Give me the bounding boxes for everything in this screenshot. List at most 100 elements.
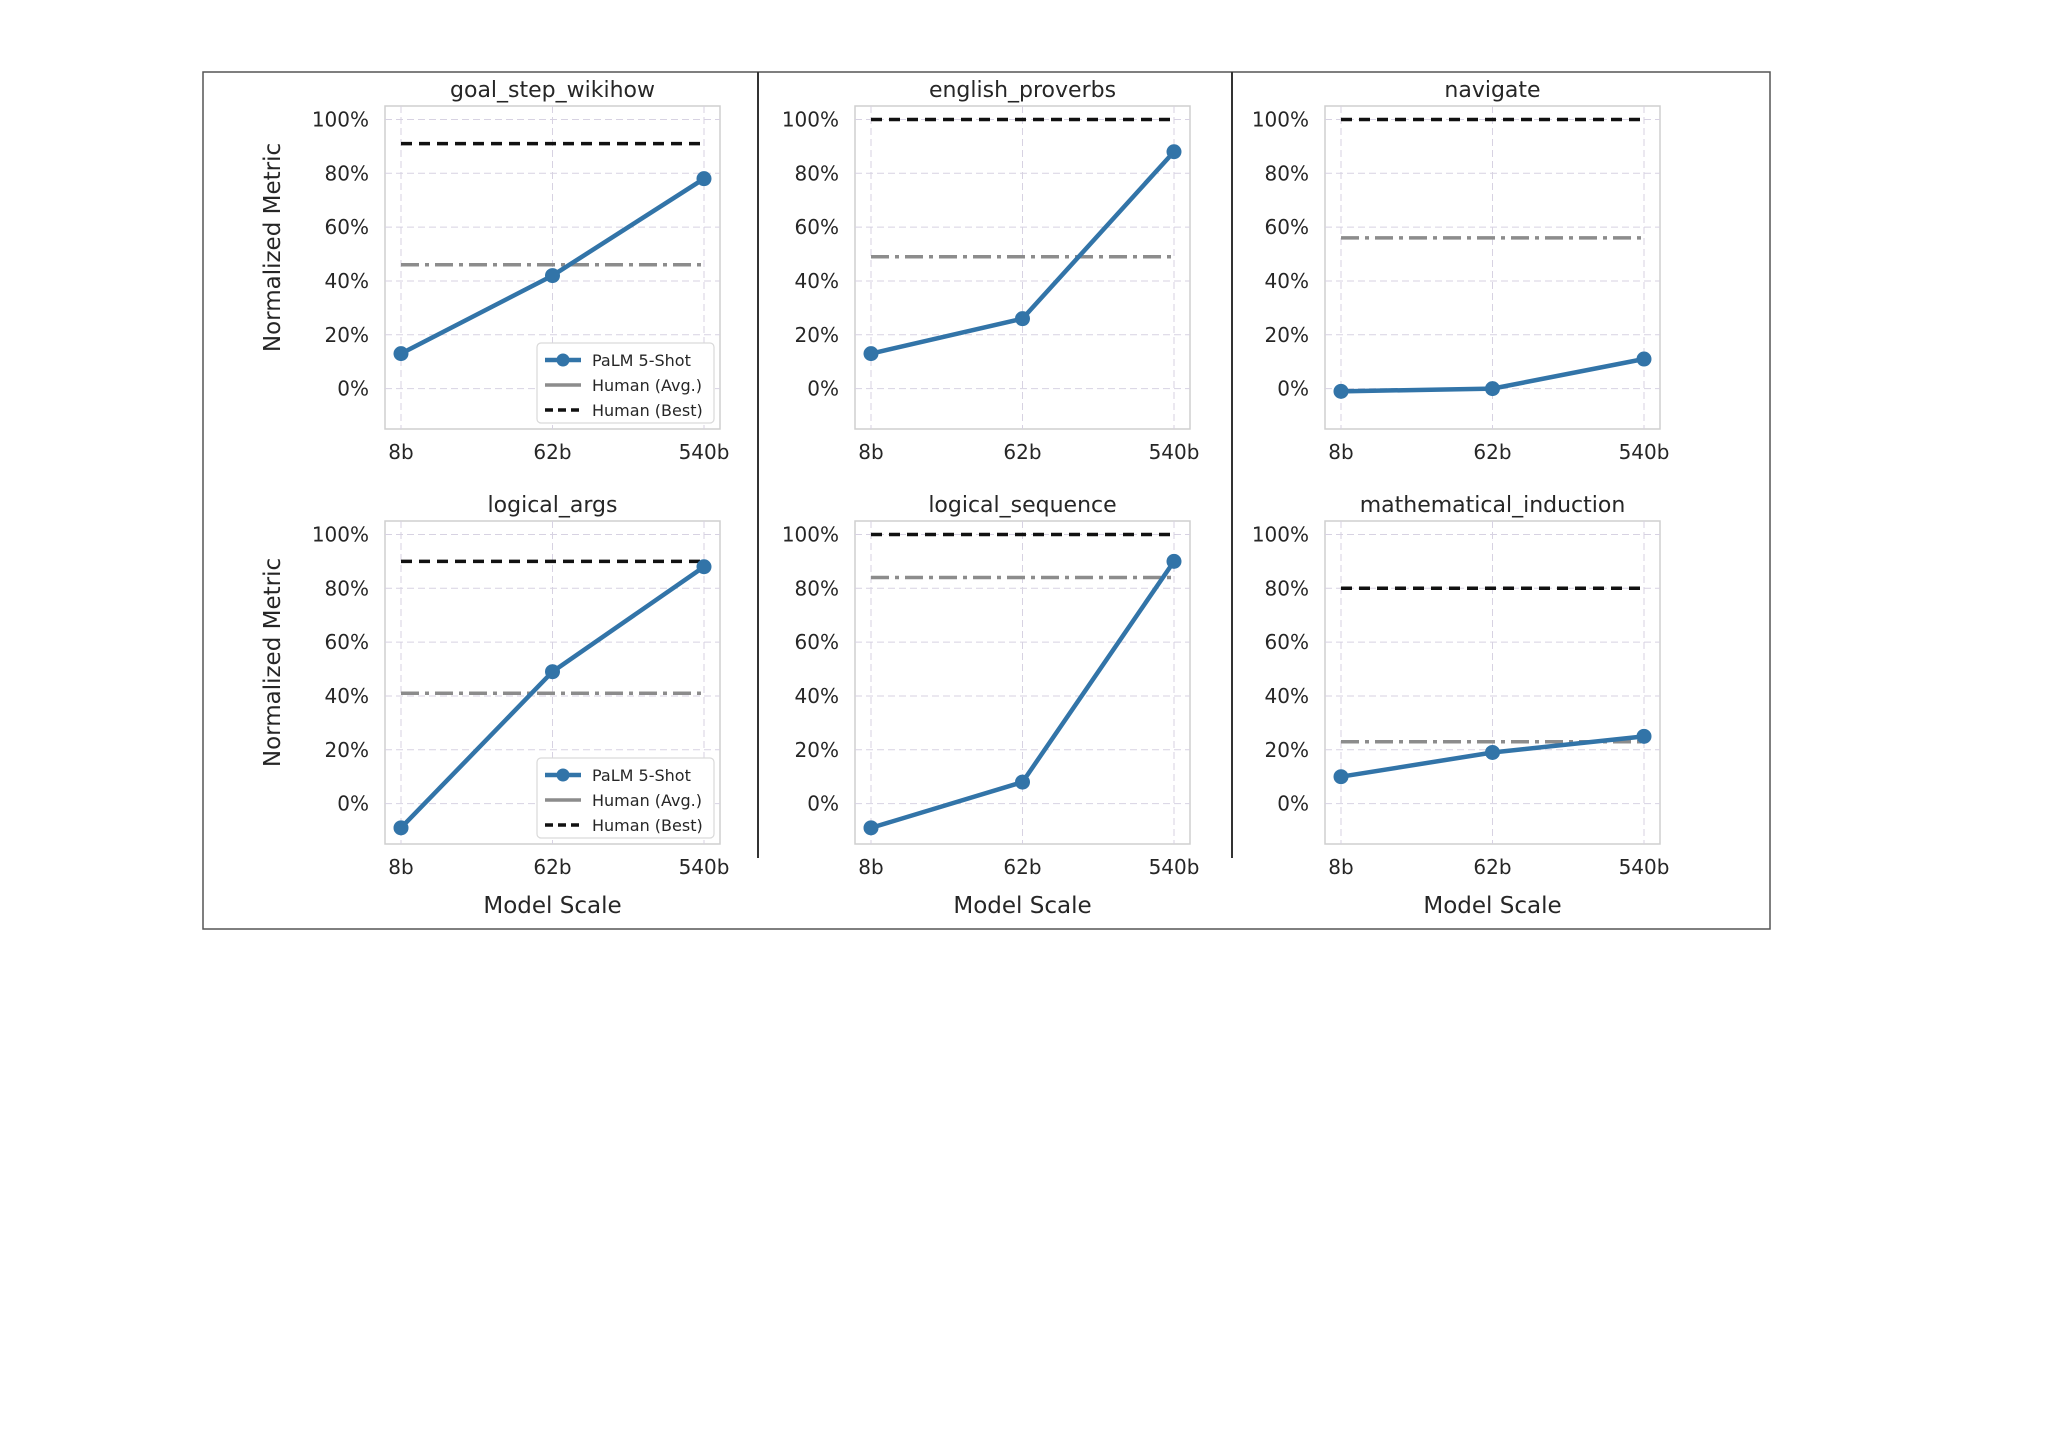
palm-data-point	[393, 820, 409, 836]
x-tick-label: 62b	[1473, 440, 1511, 464]
chart-title: navigate	[1444, 78, 1540, 103]
x-tick-label: 62b	[533, 440, 571, 464]
palm-data-point	[545, 664, 560, 680]
palm-data-point	[545, 268, 560, 284]
x-tick-label: 62b	[533, 855, 571, 879]
legend-box	[536, 342, 715, 424]
y-tick-label: 60%	[1265, 630, 1309, 654]
y-tick-label: 80%	[1265, 576, 1309, 600]
y-tick-label: 80%	[325, 576, 369, 600]
legend-label-human-best: Human (Best)	[592, 816, 703, 835]
y-tick-label: 20%	[325, 738, 369, 762]
chart-panel: 100% 80% 60% 40% 20% 0% 8b 62b 540b logical_seque…	[782, 493, 1200, 919]
y-tick-label: 0%	[337, 792, 369, 816]
y-tick-label: 60%	[325, 215, 369, 239]
palm-data-point	[1485, 744, 1500, 760]
y-axis-label: Normalized Metric	[260, 558, 286, 767]
y-tick-label: 20%	[795, 738, 839, 762]
palm-data-point	[1485, 381, 1500, 397]
x-tick-label: 540b	[1619, 440, 1670, 464]
chart-panel: 100% 80% 60% 40% 20% 0% 8b 62b 540b mathematical_…	[1252, 493, 1670, 919]
x-tick-label: 62b	[1003, 855, 1041, 879]
x-tick-label: 62b	[1473, 855, 1511, 879]
y-tick-label: 20%	[325, 323, 369, 347]
charts: 100% 80% 60% 40% 20% 0% 8b 62b 540b goal_step_wik…	[260, 78, 1669, 919]
palm-data-point	[1333, 383, 1349, 399]
palm-data-point	[863, 346, 879, 362]
palm-data-point	[1015, 774, 1030, 790]
legend-label-human-avg: Human (Avg.)	[592, 376, 702, 395]
legend-marker-palm	[556, 768, 570, 782]
y-tick-label: 20%	[1265, 738, 1309, 762]
legend-label-palm: PaLM 5-Shot	[592, 766, 691, 785]
palm-data-point	[1333, 769, 1349, 785]
y-tick-label: 80%	[1265, 161, 1309, 185]
x-tick-label: 540b	[679, 855, 730, 879]
y-tick-label: 80%	[795, 576, 839, 600]
x-tick-label: 8b	[1328, 440, 1353, 464]
x-tick-label: 8b	[858, 440, 883, 464]
y-tick-label: 40%	[795, 269, 839, 293]
chart-title: logical_sequence	[928, 493, 1116, 518]
x-tick-label: 8b	[388, 855, 413, 879]
y-tick-label: 100%	[1252, 107, 1309, 131]
x-tick-label: 540b	[679, 440, 730, 464]
chart-title: logical_args	[488, 493, 618, 518]
palm-data-point	[1166, 553, 1182, 569]
y-tick-label: 60%	[795, 215, 839, 239]
palm-data-point	[1015, 311, 1030, 327]
y-tick-label: 60%	[795, 630, 839, 654]
y-tick-label: 40%	[1265, 684, 1309, 708]
figure-frame	[202, 71, 1771, 930]
y-tick-label: 100%	[782, 522, 839, 546]
palm-data-point	[696, 171, 712, 187]
chart-panel: 100% 80% 60% 40% 20% 0% 8b 62b 540b goal_step_wik…	[260, 78, 729, 464]
y-tick-label: 80%	[325, 161, 369, 185]
legend-marker-palm	[556, 353, 570, 367]
y-tick-label: 60%	[325, 630, 369, 654]
legend: PaLM 5-Shot Human (Avg.) Human (Best)	[536, 342, 715, 424]
legend-label-human-avg: Human (Avg.)	[592, 791, 702, 810]
y-tick-label: 20%	[795, 323, 839, 347]
x-tick-label: 8b	[858, 855, 883, 879]
x-tick-label: 540b	[1149, 855, 1200, 879]
legend-label-human-best: Human (Best)	[592, 401, 703, 420]
y-tick-label: 100%	[312, 522, 369, 546]
y-tick-label: 0%	[1277, 377, 1309, 401]
y-tick-label: 100%	[312, 107, 369, 131]
chart-title: english_proverbs	[929, 78, 1116, 103]
palm-data-point	[1636, 728, 1652, 744]
x-tick-label: 62b	[1003, 440, 1041, 464]
y-tick-label: 100%	[782, 107, 839, 131]
chart-title: goal_step_wikihow	[450, 78, 655, 103]
x-axis-label: Model Scale	[953, 893, 1091, 919]
y-tick-label: 20%	[1265, 323, 1309, 347]
chart-panel: 100% 80% 60% 40% 20% 0% 8b 62b 540b logical_args N…	[260, 493, 729, 919]
chart-panel: 100% 80% 60% 40% 20% 0% 8b 62b 540b navigate	[1252, 78, 1670, 464]
y-tick-label: 40%	[325, 684, 369, 708]
y-tick-label: 0%	[337, 377, 369, 401]
y-tick-label: 40%	[1265, 269, 1309, 293]
palm-data-point	[863, 820, 879, 836]
x-tick-label: 8b	[1328, 855, 1353, 879]
palm-data-point	[393, 346, 409, 362]
y-tick-label: 80%	[795, 161, 839, 185]
y-tick-label: 0%	[1277, 792, 1309, 816]
y-axis-label: Normalized Metric	[260, 143, 286, 352]
y-tick-label: 0%	[807, 792, 839, 816]
x-axis-label: Model Scale	[483, 893, 621, 919]
x-tick-label: 540b	[1149, 440, 1200, 464]
y-tick-label: 100%	[1252, 522, 1309, 546]
y-tick-label: 0%	[807, 377, 839, 401]
x-tick-label: 8b	[388, 440, 413, 464]
palm-data-point	[1636, 351, 1652, 367]
legend: PaLM 5-Shot Human (Avg.) Human (Best)	[536, 757, 715, 839]
legend-label-palm: PaLM 5-Shot	[592, 351, 691, 370]
palm-data-point	[1166, 144, 1182, 160]
y-tick-label: 60%	[1265, 215, 1309, 239]
chart-title: mathematical_induction	[1360, 493, 1626, 518]
y-tick-label: 40%	[325, 269, 369, 293]
chart-panel: 100% 80% 60% 40% 20% 0% 8b 62b 540b english_prove…	[782, 78, 1200, 464]
x-axis-label: Model Scale	[1423, 893, 1561, 919]
